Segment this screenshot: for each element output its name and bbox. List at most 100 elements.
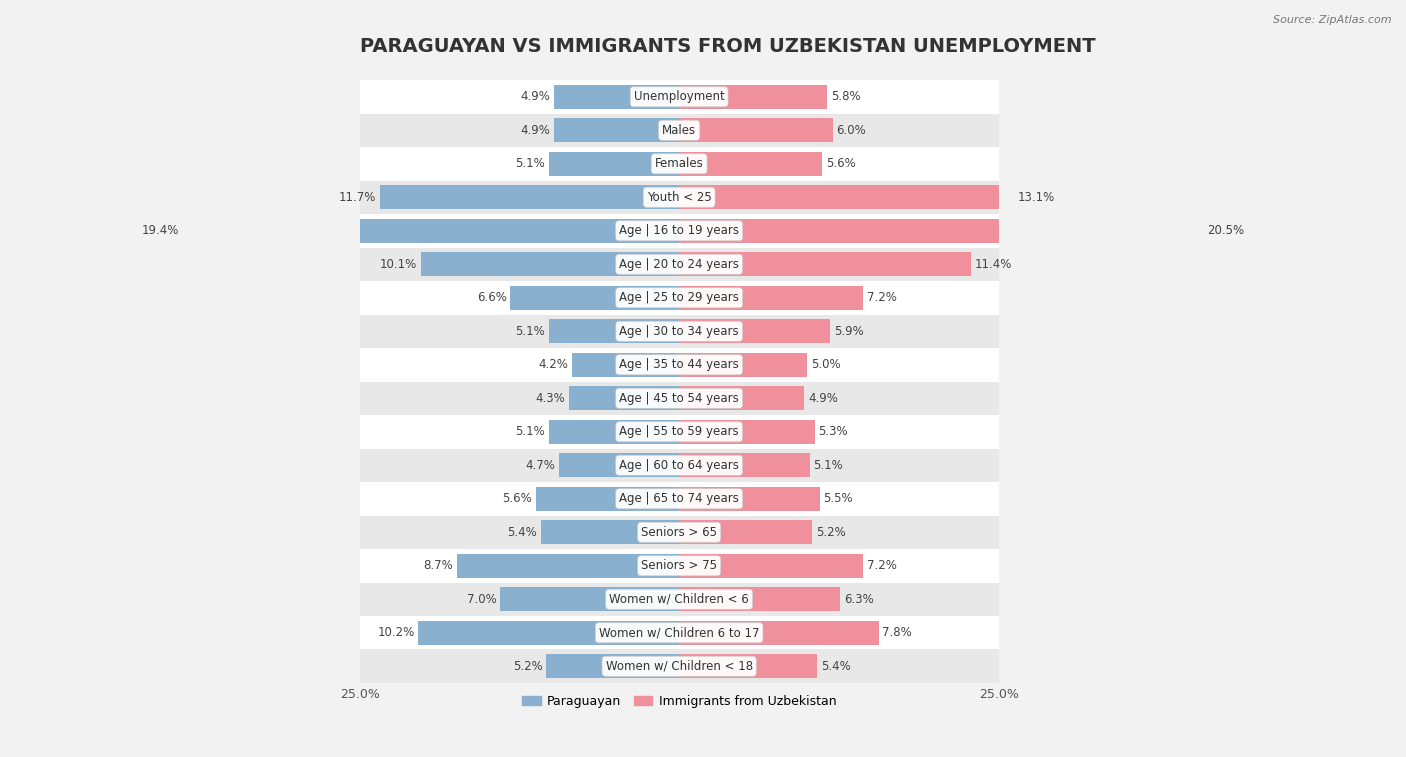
Bar: [419, 621, 679, 645]
Text: 20.5%: 20.5%: [1206, 224, 1244, 237]
Text: 5.0%: 5.0%: [811, 358, 841, 371]
Bar: [360, 650, 998, 683]
Text: 5.9%: 5.9%: [834, 325, 863, 338]
Text: Seniors > 65: Seniors > 65: [641, 526, 717, 539]
Bar: [457, 553, 679, 578]
Bar: [548, 419, 679, 444]
Text: Source: ZipAtlas.com: Source: ZipAtlas.com: [1274, 15, 1392, 25]
Text: 7.0%: 7.0%: [467, 593, 496, 606]
Text: 8.7%: 8.7%: [423, 559, 453, 572]
Text: 5.1%: 5.1%: [515, 325, 546, 338]
Text: Males: Males: [662, 124, 696, 137]
Text: Seniors > 75: Seniors > 75: [641, 559, 717, 572]
Bar: [548, 319, 679, 344]
Bar: [360, 482, 998, 516]
Text: 4.9%: 4.9%: [808, 392, 838, 405]
Bar: [679, 487, 820, 511]
Bar: [420, 252, 679, 276]
Text: 5.4%: 5.4%: [821, 660, 851, 673]
Text: 10.1%: 10.1%: [380, 258, 418, 271]
Text: Age | 60 to 64 years: Age | 60 to 64 years: [619, 459, 740, 472]
Bar: [360, 147, 998, 180]
Bar: [679, 118, 832, 142]
Bar: [360, 448, 998, 482]
Bar: [679, 353, 807, 377]
Text: Age | 30 to 34 years: Age | 30 to 34 years: [619, 325, 740, 338]
Bar: [360, 314, 998, 348]
Text: Women w/ Children < 6: Women w/ Children < 6: [609, 593, 749, 606]
Text: 4.7%: 4.7%: [526, 459, 555, 472]
Bar: [547, 654, 679, 678]
Text: Women w/ Children < 18: Women w/ Children < 18: [606, 660, 752, 673]
Text: Age | 55 to 59 years: Age | 55 to 59 years: [619, 425, 740, 438]
Text: 4.9%: 4.9%: [520, 90, 550, 103]
Bar: [679, 219, 1204, 243]
Bar: [501, 587, 679, 612]
Text: 5.2%: 5.2%: [815, 526, 845, 539]
Bar: [679, 654, 817, 678]
Text: Women w/ Children 6 to 17: Women w/ Children 6 to 17: [599, 626, 759, 639]
Bar: [541, 520, 679, 544]
Text: Age | 20 to 24 years: Age | 20 to 24 years: [619, 258, 740, 271]
Bar: [679, 553, 863, 578]
Bar: [572, 353, 679, 377]
Text: 5.6%: 5.6%: [827, 157, 856, 170]
Bar: [360, 382, 998, 415]
Bar: [360, 549, 998, 582]
Text: 4.2%: 4.2%: [538, 358, 568, 371]
Bar: [679, 386, 804, 410]
Text: PARAGUAYAN VS IMMIGRANTS FROM UZBEKISTAN UNEMPLOYMENT: PARAGUAYAN VS IMMIGRANTS FROM UZBEKISTAN…: [360, 37, 1095, 56]
Bar: [679, 151, 823, 176]
Bar: [536, 487, 679, 511]
Text: 11.4%: 11.4%: [974, 258, 1012, 271]
Bar: [360, 281, 998, 314]
Bar: [360, 415, 998, 448]
Text: 10.2%: 10.2%: [377, 626, 415, 639]
Text: Age | 25 to 29 years: Age | 25 to 29 years: [619, 291, 740, 304]
Text: 5.2%: 5.2%: [513, 660, 543, 673]
Bar: [360, 114, 998, 147]
Bar: [679, 319, 830, 344]
Bar: [679, 85, 827, 109]
Bar: [360, 516, 998, 549]
Text: Females: Females: [655, 157, 703, 170]
Text: Age | 16 to 19 years: Age | 16 to 19 years: [619, 224, 740, 237]
Text: 5.8%: 5.8%: [831, 90, 860, 103]
Bar: [360, 80, 998, 114]
Text: 5.1%: 5.1%: [515, 157, 546, 170]
Text: Age | 65 to 74 years: Age | 65 to 74 years: [619, 492, 740, 505]
Text: Age | 35 to 44 years: Age | 35 to 44 years: [619, 358, 740, 371]
Text: 5.1%: 5.1%: [515, 425, 546, 438]
Text: Youth < 25: Youth < 25: [647, 191, 711, 204]
Text: 7.2%: 7.2%: [868, 291, 897, 304]
Bar: [554, 118, 679, 142]
Text: 6.3%: 6.3%: [844, 593, 873, 606]
Text: 5.1%: 5.1%: [813, 459, 844, 472]
Text: 6.0%: 6.0%: [837, 124, 866, 137]
Bar: [679, 285, 863, 310]
Bar: [679, 185, 1014, 210]
Text: 5.5%: 5.5%: [824, 492, 853, 505]
Text: 4.3%: 4.3%: [536, 392, 565, 405]
Bar: [360, 180, 998, 214]
Bar: [679, 587, 841, 612]
Legend: Paraguayan, Immigrants from Uzbekistan: Paraguayan, Immigrants from Uzbekistan: [517, 690, 841, 713]
Text: 11.7%: 11.7%: [339, 191, 377, 204]
Text: 7.8%: 7.8%: [883, 626, 912, 639]
Bar: [510, 285, 679, 310]
Text: 5.6%: 5.6%: [502, 492, 533, 505]
Bar: [360, 582, 998, 616]
Text: 5.4%: 5.4%: [508, 526, 537, 539]
Bar: [679, 419, 814, 444]
Bar: [554, 85, 679, 109]
Text: 13.1%: 13.1%: [1018, 191, 1054, 204]
Bar: [360, 348, 998, 382]
Bar: [360, 214, 998, 248]
Bar: [679, 520, 813, 544]
Bar: [679, 453, 810, 478]
Text: Age | 45 to 54 years: Age | 45 to 54 years: [619, 392, 740, 405]
Bar: [679, 621, 879, 645]
Bar: [569, 386, 679, 410]
Text: Unemployment: Unemployment: [634, 90, 724, 103]
Bar: [548, 151, 679, 176]
